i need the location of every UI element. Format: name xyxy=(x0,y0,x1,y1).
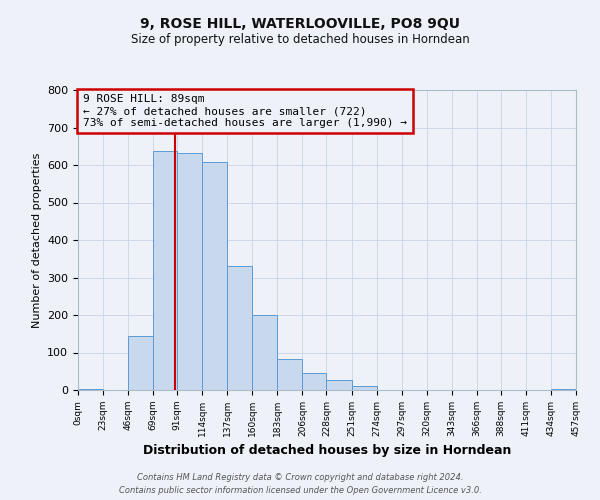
X-axis label: Distribution of detached houses by size in Horndean: Distribution of detached houses by size … xyxy=(143,444,511,458)
Bar xyxy=(202,162,227,390)
Text: Contains public sector information licensed under the Open Government Licence v3: Contains public sector information licen… xyxy=(119,486,481,495)
Bar xyxy=(352,386,377,390)
Bar xyxy=(302,373,326,390)
Text: 9 ROSE HILL: 89sqm
← 27% of detached houses are smaller (722)
73% of semi-detach: 9 ROSE HILL: 89sqm ← 27% of detached hou… xyxy=(83,94,407,128)
Bar xyxy=(227,266,253,390)
Text: Size of property relative to detached houses in Horndean: Size of property relative to detached ho… xyxy=(131,32,469,46)
Y-axis label: Number of detached properties: Number of detached properties xyxy=(32,152,41,328)
Bar xyxy=(153,151,177,390)
Text: 9, ROSE HILL, WATERLOOVILLE, PO8 9QU: 9, ROSE HILL, WATERLOOVILLE, PO8 9QU xyxy=(140,18,460,32)
Bar xyxy=(128,336,153,390)
Bar xyxy=(78,389,103,390)
Bar xyxy=(253,316,277,390)
Bar xyxy=(551,389,576,390)
Bar xyxy=(277,359,302,390)
Text: Contains HM Land Registry data © Crown copyright and database right 2024.: Contains HM Land Registry data © Crown c… xyxy=(137,472,463,482)
Bar xyxy=(326,380,352,390)
Bar xyxy=(177,154,202,390)
